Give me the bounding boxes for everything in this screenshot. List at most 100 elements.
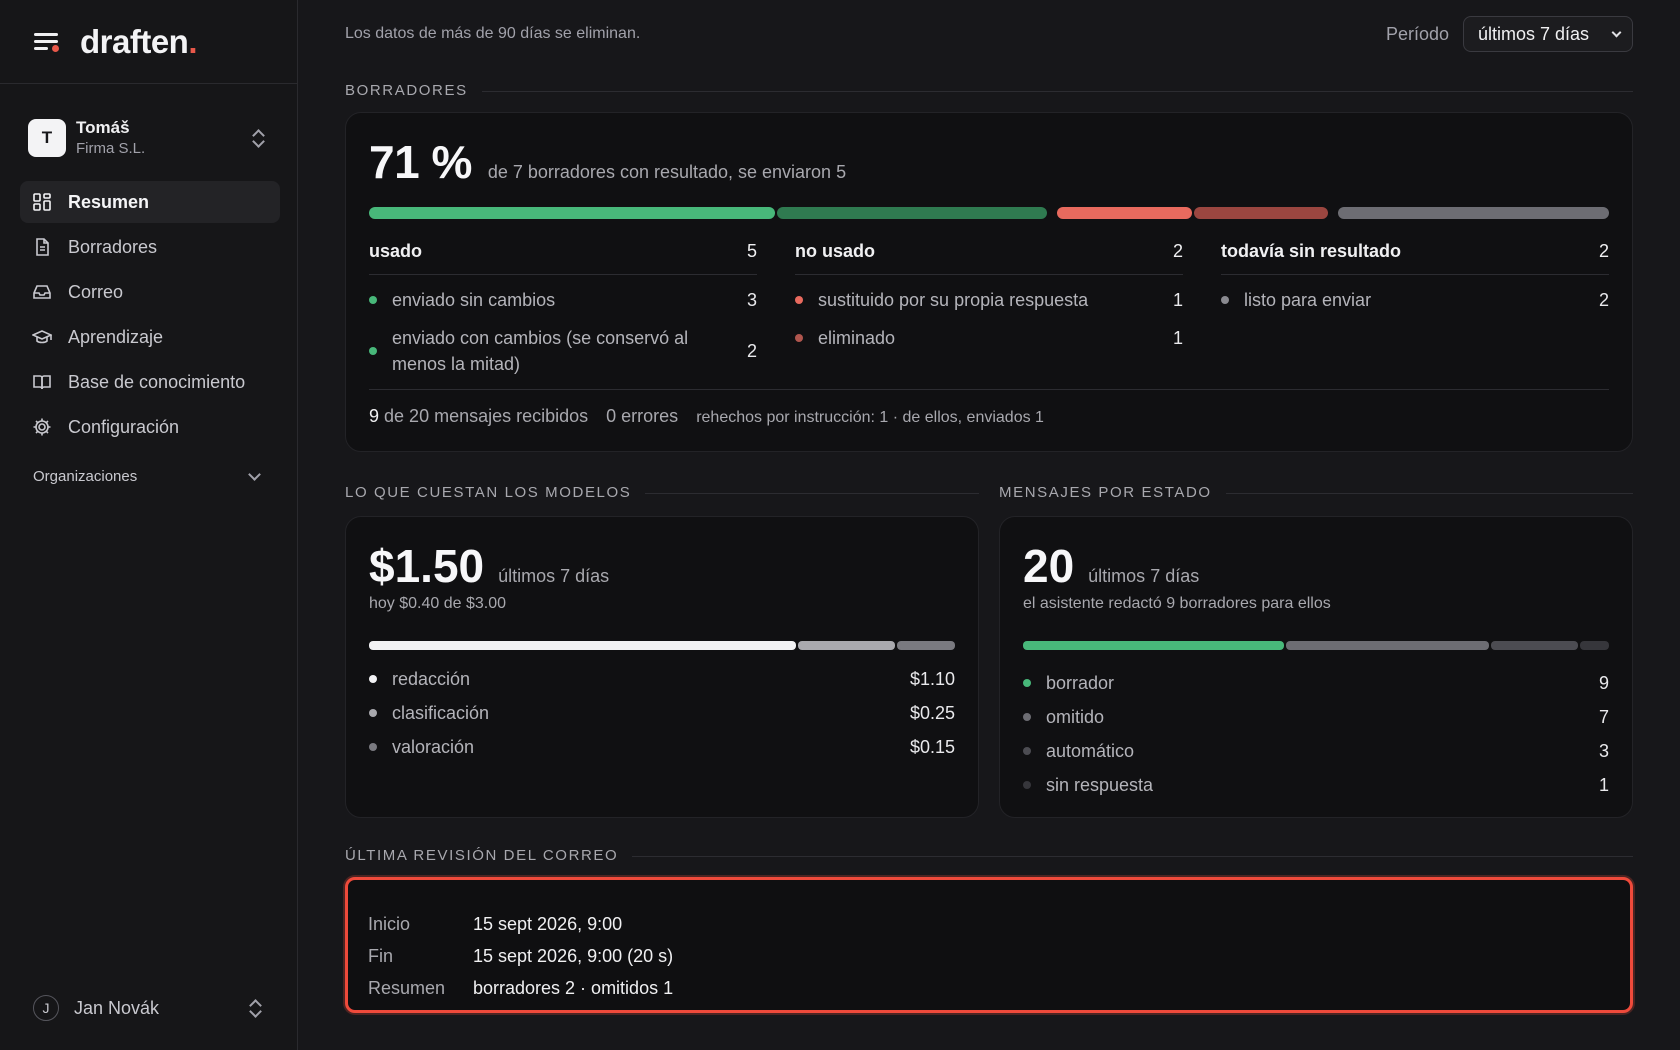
drafts-summary: de 7 borradores con resultado, se enviar… [487, 162, 847, 182]
main-content: Los datos de más de 90 días se eliminan.… [345, 0, 1633, 1013]
group-title: usado [369, 241, 423, 261]
drafts-card: 71 % de 7 borradores con resultado, se e… [345, 112, 1633, 452]
section-title-status: MENSAJES POR ESTADO [999, 480, 1633, 504]
outcome-group-used: usado 5 enviado sin cambios 3 enviado con … [369, 241, 757, 377]
cost-today: hoy $0.40 de $3.00 [369, 595, 507, 612]
sidebar-item-label: Resumen [68, 191, 150, 212]
legend-label: valoración [392, 736, 475, 757]
organizations-toggle[interactable]: Organizaciones [33, 468, 265, 485]
sidebar-item-label: Configuración [68, 416, 180, 437]
list-item: enviado sin cambios 3 [369, 287, 757, 313]
organizations-label: Organizaciones [33, 468, 138, 485]
legend-value: 7 [1598, 706, 1609, 727]
brand-header: draften. [0, 0, 297, 84]
status-dot [795, 334, 803, 342]
legend-item: sin respuesta 1 [1023, 768, 1609, 802]
ready-to-send-segment [1338, 207, 1609, 219]
user-avatar: J [33, 995, 59, 1021]
sidebar-item-resumen[interactable]: Resumen [20, 181, 280, 223]
group-title: no usado [795, 241, 875, 261]
legend-label: borrador [1046, 672, 1115, 693]
cost-legend: redacción $1.10 clasificación $0.25 valoraci… [369, 662, 955, 764]
org-name: Tomáš [76, 118, 130, 137]
graduation-cap-icon [32, 327, 52, 347]
user-menu[interactable]: J Jan Novák [33, 994, 265, 1022]
section-title-borradores: BORRADORES [345, 78, 1633, 102]
legend-dot [1023, 679, 1031, 687]
chevrons-up-down-icon [247, 997, 265, 1019]
list-item: enviado con cambios (se conservó al meno… [369, 325, 757, 377]
status-segment [1580, 641, 1609, 650]
status-segment [1491, 641, 1578, 650]
sidebar-item-borradores[interactable]: Borradores [20, 226, 280, 268]
sidebar-item-label: Base de conocimiento [68, 371, 246, 392]
sent-unchanged-segment [369, 207, 775, 219]
list-item: sustituido por su propia respuesta 1 [795, 287, 1183, 313]
unused-segment-group [1057, 207, 1328, 219]
legend-dot [369, 709, 377, 717]
sidebar-item-base-de-conocimiento[interactable]: Base de conocimiento [20, 361, 280, 403]
legend-item: automático 3 [1023, 734, 1609, 768]
period-select-value: últimos 7 días [1478, 23, 1590, 44]
errors-count: 0 errores [606, 406, 679, 426]
received-count: 9 [369, 406, 380, 426]
legend-item: omitido 7 [1023, 700, 1609, 734]
sidebar-item-label: Correo [68, 281, 124, 302]
chevron-down-icon [248, 468, 261, 481]
outcome-group-unused: no usado 2 sustituido por su propia respu… [795, 241, 1183, 377]
section-title-costs: LO QUE CUESTAN LOS MODELOS [345, 480, 979, 504]
legend-dot [1023, 781, 1031, 789]
status-section: MENSAJES POR ESTADO 20 últimos 7 días el… [999, 480, 1633, 818]
organization-switcher[interactable]: T Tomáš Firma S.L. [28, 114, 268, 162]
document-icon [32, 237, 52, 257]
group-count: 2 [1172, 241, 1183, 261]
inbox-icon [32, 282, 52, 302]
legend-item: clasificación $0.25 [369, 696, 955, 730]
legend-item: redacción $1.10 [369, 662, 955, 696]
gear-icon [32, 417, 52, 437]
legend-value: 1 [1598, 774, 1609, 795]
legend-dot [1023, 747, 1031, 755]
legend-value: 9 [1598, 672, 1609, 693]
legend-label: sin respuesta [1046, 774, 1154, 795]
sidebar-item-configuracion[interactable]: Configuración [20, 406, 280, 448]
topbar: Los datos de más de 90 días se eliminan.… [345, 0, 1633, 68]
sidebar-item-correo[interactable]: Correo [20, 271, 280, 313]
drafts-footer: 9 de 20 mensajes recibidos 0 errores reh… [369, 389, 1609, 427]
group-title: todavía sin resultado [1221, 241, 1402, 261]
replaced-segment [1057, 207, 1192, 219]
menu-icon[interactable] [32, 30, 60, 54]
status-legend: borrador 9 omitido 7 automático 3 sin respuest… [1023, 666, 1609, 802]
messages-subtitle: el asistente redactó 9 borradores para e… [1023, 595, 1331, 612]
sent-changed-segment [777, 207, 1047, 219]
org-avatar: T [28, 119, 66, 157]
book-icon [32, 372, 52, 392]
group-count: 2 [1598, 241, 1609, 261]
cost-segment [797, 641, 895, 650]
deleted-segment [1194, 207, 1328, 219]
cost-segment [896, 641, 955, 650]
retention-note: Los datos de más de 90 días se eliminan. [345, 25, 641, 42]
sidebar-item-label: Borradores [68, 236, 158, 257]
sidebar-item-aprendizaje[interactable]: Aprendizaje [20, 316, 280, 358]
legend-value: $0.25 [909, 702, 955, 723]
status-segment [1023, 641, 1284, 650]
status-dot [1221, 296, 1229, 304]
drafts-outcome-bar [369, 207, 1609, 219]
status-dot [369, 296, 377, 304]
sidebar-nav: Resumen Borradores Correo Aprendizaje Ba… [20, 181, 280, 451]
legend-item: borrador 9 [1023, 666, 1609, 700]
period-select[interactable]: últimos 7 días [1463, 16, 1633, 52]
outcome-group-pending: todavía sin resultado 2 listo para enviar… [1221, 241, 1609, 377]
legend-dot [369, 675, 377, 683]
app-logo[interactable]: draften. [80, 22, 198, 60]
review-row-start: Inicio 15 sept 2026, 9:00 [368, 913, 623, 934]
cost-segment [369, 641, 796, 650]
pending-segment-group [1338, 207, 1609, 219]
last-review-card: Inicio 15 sept 2026, 9:00 Fin 15 sept 2026… [345, 877, 1633, 1013]
redone-info: rehechos por instrucción: 1 · de ellos, … [696, 409, 1044, 426]
cost-breakdown-bar [369, 641, 955, 650]
legend-dot [1023, 713, 1031, 721]
status-dot [369, 347, 377, 355]
status-segment [1286, 641, 1489, 650]
